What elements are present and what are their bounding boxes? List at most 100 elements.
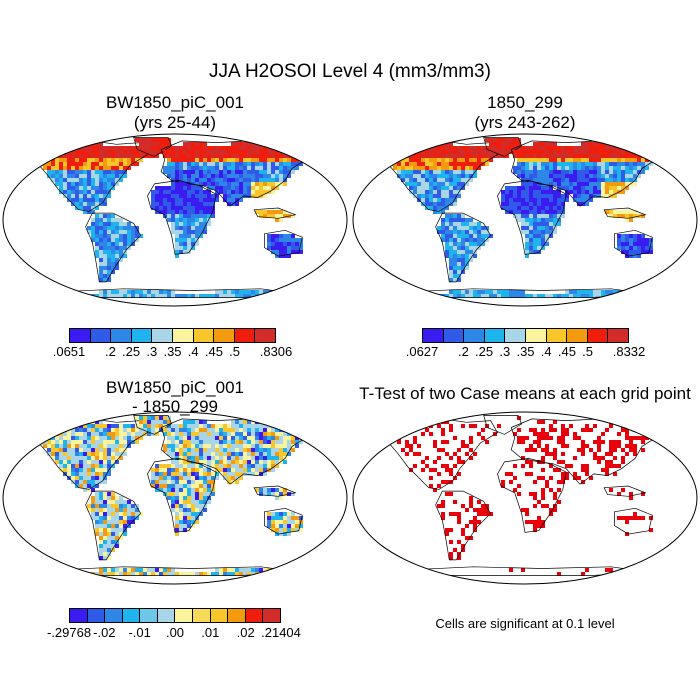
colorbar-swatch <box>484 329 506 342</box>
coastline-northAmerica <box>36 140 148 212</box>
coastline-africa <box>497 180 567 255</box>
land-southAmerica <box>437 214 493 282</box>
map-border <box>352 133 698 307</box>
panel3-colorbar <box>69 608 281 623</box>
map-border <box>352 411 698 585</box>
colorbar-swatch <box>587 329 609 342</box>
colorbar-label: .25 <box>122 344 141 359</box>
coastline-indonesia <box>253 207 297 219</box>
panel4-note: Cells are significant at 0.1 level <box>435 616 615 631</box>
colorbar-label: -.01 <box>128 625 151 640</box>
colorbar-swatch <box>567 329 588 342</box>
panel1-map <box>0 132 350 308</box>
colorbar-swatch <box>157 609 176 622</box>
colorbar-label: -.29768 <box>46 625 92 640</box>
coastline-northAmerica <box>386 418 498 490</box>
colorbar-label: .35 <box>163 344 182 359</box>
map-border <box>2 411 348 585</box>
colorbar-swatch <box>122 609 141 622</box>
panel4-map <box>350 410 700 586</box>
land-southAmerica <box>437 492 493 560</box>
colorbar-swatch <box>172 329 194 342</box>
colorbar-swatch <box>131 329 153 342</box>
map-border <box>2 133 348 307</box>
colorbar-label: .45 <box>204 344 223 359</box>
field-map-svg <box>2 133 348 307</box>
colorbar-swatch <box>525 329 547 342</box>
colorbar-label: .21404 <box>261 625 301 640</box>
coastline-africa <box>497 458 567 533</box>
colorbar-label: .3 <box>146 344 158 359</box>
colorbar-swatch <box>193 329 215 342</box>
land-eurasia <box>513 420 669 484</box>
colorbar-label: .01 <box>201 625 220 640</box>
colorbar-swatch <box>263 609 280 622</box>
colorbar-label: .8332 <box>612 344 646 359</box>
coastline-greenland <box>483 415 523 435</box>
ttest-map-svg <box>352 411 698 585</box>
land-indonesia <box>255 488 295 500</box>
colorbar-label: .8306 <box>259 344 293 359</box>
land-africa <box>151 460 219 536</box>
panel3-title-line2: - 1850_299 <box>131 397 219 416</box>
colorbar-label: .2 <box>457 344 469 359</box>
colorbar-label: -.02 <box>93 625 116 640</box>
panel2-map <box>350 132 700 308</box>
land-northAmerica <box>39 142 151 214</box>
land-australia <box>267 512 303 536</box>
field-map-svg <box>352 133 698 307</box>
panel1-colorbar <box>69 328 276 343</box>
colorbar-swatch <box>105 609 123 622</box>
land-australia <box>267 234 303 258</box>
colorbar-label: .2 <box>104 344 116 359</box>
colorbar-label: .0651 <box>52 344 86 359</box>
panel1-title-line1: BW1850_piC_001 <box>106 93 244 112</box>
panel2-title-line2: (yrs 243-262) <box>474 113 576 132</box>
land-africa <box>501 460 569 532</box>
coastline-africa <box>147 180 217 255</box>
coastline-australia <box>264 507 303 535</box>
land-eurasia <box>163 142 323 206</box>
colorbar-swatch <box>234 329 256 342</box>
panel4-title: T-Test of two Case means at each grid po… <box>359 384 691 403</box>
coastline-indonesia <box>253 485 297 497</box>
coastline-northAmerica <box>386 140 498 212</box>
colorbar-swatch <box>608 329 628 342</box>
colorbar-label: .5 <box>229 344 241 359</box>
coastline-southAmerica <box>435 490 492 561</box>
coastline-indonesia <box>603 207 647 219</box>
colorbar-swatch <box>70 609 88 622</box>
panel3-title-line1: BW1850_piC_001 <box>106 378 244 397</box>
land-indonesia <box>605 210 645 222</box>
colorbar-swatch <box>87 609 106 622</box>
land-indonesia <box>609 488 645 500</box>
land-africa <box>151 182 219 258</box>
colorbar-swatch <box>546 329 568 342</box>
colorbar-label: .4 <box>540 344 552 359</box>
land-eurasia <box>163 420 323 484</box>
land-africa <box>501 182 569 258</box>
coastline-australia <box>264 229 303 257</box>
colorbar-swatch <box>423 329 444 342</box>
colorbar-swatch <box>464 329 485 342</box>
colorbar-swatch <box>255 329 275 342</box>
land-eurasia <box>513 142 673 206</box>
colorbar-label: .5 <box>582 344 594 359</box>
coastline-southAmerica <box>85 212 142 283</box>
coastline-australia <box>614 507 653 535</box>
land-australia <box>617 234 653 258</box>
colorbar-swatch <box>193 609 211 622</box>
colorbar-label: .45 <box>557 344 576 359</box>
colorbar-swatch <box>210 609 229 622</box>
colorbar-swatch <box>214 329 235 342</box>
land-southAmerica <box>87 214 143 282</box>
colorbar-swatch <box>152 329 173 342</box>
figure-title: JJA H2OSOI Level 4 (mm3/mm3) <box>209 61 491 82</box>
colorbar-label: .0627 <box>405 344 439 359</box>
colorbar-swatch <box>245 609 264 622</box>
colorbar-label: .3 <box>499 344 511 359</box>
land-southAmerica <box>87 492 143 560</box>
coastline-australia <box>614 229 653 257</box>
colorbar-swatch <box>70 329 91 342</box>
